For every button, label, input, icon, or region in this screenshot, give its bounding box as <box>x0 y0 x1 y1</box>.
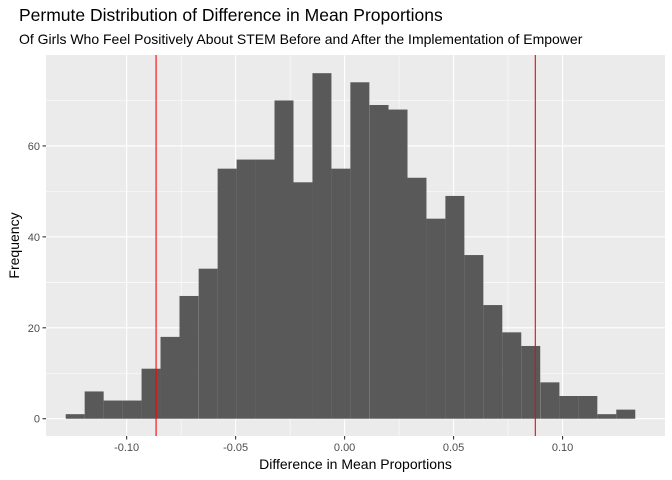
histogram-bar <box>616 409 636 419</box>
y-axis-title: Frequency <box>6 212 22 278</box>
histogram-bar <box>274 100 294 419</box>
y-axis: 0 20 40 60 <box>28 141 46 426</box>
y-tick-label: 20 <box>28 323 40 335</box>
histogram-bar <box>255 159 275 419</box>
x-axis-title: Difference in Mean Proportions <box>259 456 452 472</box>
histogram-bar <box>426 218 446 419</box>
histogram-bar <box>597 414 617 419</box>
histogram-bar <box>198 268 218 419</box>
histogram-bar <box>160 336 180 419</box>
chart-subtitle: Of Girls Who Feel Positively About STEM … <box>19 31 583 47</box>
x-axis: -0.10 -0.05 0.00 0.05 0.10 <box>114 436 573 454</box>
histogram-bar <box>521 345 541 419</box>
histogram-bar <box>103 400 123 419</box>
y-tick-label: 40 <box>28 232 40 244</box>
histogram-bar <box>312 73 332 419</box>
histogram-bar <box>540 382 560 419</box>
x-tick-label: 0.05 <box>443 442 464 454</box>
x-tick-label: -0.05 <box>223 442 248 454</box>
histogram-bar <box>369 105 389 419</box>
histogram-bar <box>388 109 408 419</box>
histogram-bar <box>217 168 237 419</box>
histogram-bar <box>122 400 142 419</box>
histogram-bar <box>559 395 579 419</box>
histogram-bars <box>65 73 636 419</box>
histogram-bar <box>578 395 598 419</box>
x-tick-label: -0.10 <box>114 442 139 454</box>
histogram-bar <box>502 332 522 419</box>
histogram-bar <box>141 368 161 419</box>
histogram-bar <box>464 255 484 419</box>
y-tick-label: 0 <box>34 414 40 426</box>
histogram-bar <box>179 295 199 419</box>
histogram-bar <box>445 195 465 419</box>
x-tick-label: 0.00 <box>334 442 355 454</box>
histogram-bar <box>483 305 503 419</box>
x-tick-label: 0.10 <box>552 442 573 454</box>
y-tick-label: 60 <box>28 141 40 153</box>
histogram-bar <box>407 177 427 419</box>
histogram-bar <box>293 182 313 419</box>
histogram-bar <box>350 82 370 419</box>
histogram-bar <box>84 391 104 419</box>
histogram-bar <box>65 414 85 419</box>
histogram-bar <box>331 168 351 419</box>
chart-title: Permute Distribution of Difference in Me… <box>19 5 443 25</box>
reference-lines <box>155 55 536 436</box>
histogram-bar <box>236 159 256 419</box>
